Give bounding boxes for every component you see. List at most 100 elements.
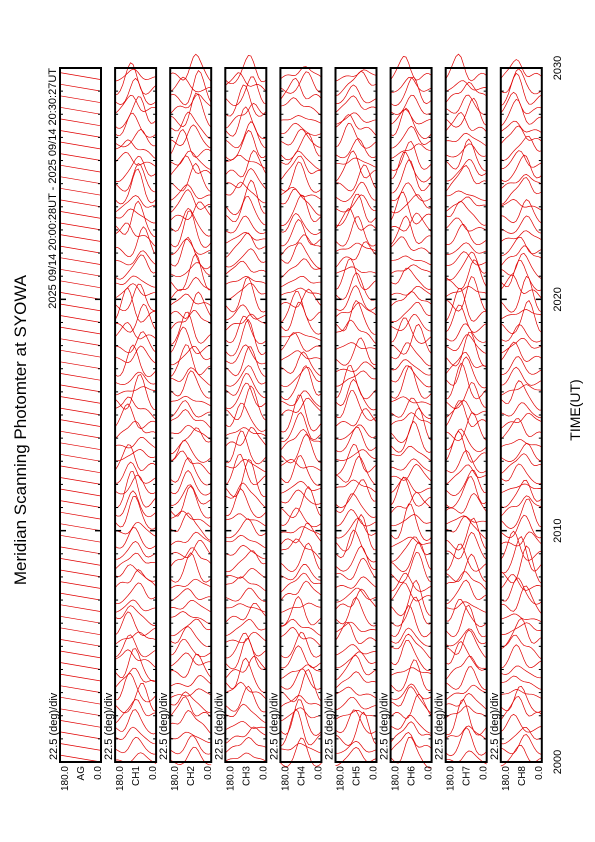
trace [390, 572, 432, 592]
trace [114, 200, 157, 238]
trace [445, 276, 487, 313]
trace [390, 397, 432, 419]
trace [500, 412, 542, 429]
trace [170, 688, 212, 699]
trace [59, 500, 102, 508]
trace [390, 541, 432, 573]
trace [170, 618, 212, 637]
channel-label: CH1 [131, 766, 142, 786]
trace [445, 352, 487, 375]
trace [114, 208, 157, 224]
trace [390, 683, 432, 700]
trace [114, 163, 157, 193]
trace [225, 430, 267, 465]
trace [500, 337, 542, 354]
trace [280, 743, 322, 754]
trace [390, 458, 432, 472]
trace [390, 731, 432, 752]
trace [170, 424, 212, 441]
trace [59, 257, 102, 265]
trace [500, 324, 542, 343]
trace [500, 402, 542, 419]
trace [445, 356, 487, 389]
trace [169, 276, 212, 300]
channel-label: CH4 [296, 766, 307, 786]
trace [500, 59, 543, 79]
trace [335, 150, 377, 182]
trace [390, 301, 432, 323]
trace [225, 576, 267, 592]
trace [500, 453, 542, 474]
trace [445, 81, 487, 104]
trace [59, 222, 102, 231]
trace [170, 484, 212, 506]
trace [445, 698, 487, 736]
trace [225, 150, 267, 178]
trace [225, 737, 267, 754]
trace [225, 568, 267, 579]
trace [280, 538, 322, 561]
trace [115, 155, 157, 183]
trace [445, 492, 487, 514]
trace [59, 754, 102, 763]
trace [169, 326, 212, 354]
trace [225, 685, 267, 713]
trace [114, 709, 157, 735]
trace [390, 285, 432, 296]
trace [500, 514, 542, 539]
trace [500, 613, 542, 623]
trace [335, 285, 377, 311]
trace [59, 430, 102, 439]
trace [445, 428, 487, 453]
trace [280, 150, 322, 171]
trace [225, 248, 267, 268]
trace [500, 230, 542, 242]
trace [500, 199, 542, 211]
trace [500, 665, 542, 679]
trace [445, 159, 487, 182]
trace [169, 253, 212, 292]
trace [445, 531, 487, 561]
trace [390, 407, 432, 443]
trace [335, 443, 377, 475]
trace [500, 617, 543, 650]
trace [335, 424, 377, 440]
trace [225, 276, 267, 285]
y-top-label: 180.0 [225, 766, 236, 791]
trace [169, 207, 212, 237]
trace [114, 222, 157, 248]
trace [225, 657, 267, 693]
trace [500, 675, 542, 690]
trace [225, 276, 267, 313]
trace [390, 109, 432, 125]
y-top-label: 180.0 [60, 766, 71, 791]
trace [170, 400, 212, 418]
trace [390, 514, 432, 527]
trace [280, 275, 322, 288]
trace [114, 698, 157, 724]
trace [445, 165, 487, 192]
trace [500, 366, 542, 386]
trace [390, 366, 432, 399]
trace [115, 521, 157, 537]
trace [445, 382, 487, 409]
trace [500, 463, 542, 485]
trace [280, 602, 322, 613]
trace [114, 564, 157, 582]
trace [170, 653, 212, 679]
trace [445, 601, 487, 613]
panel-frame [499, 67, 543, 763]
trace [280, 115, 322, 124]
trace [59, 442, 102, 451]
trace [115, 672, 157, 703]
trace [59, 245, 102, 254]
trace [114, 94, 157, 114]
trace [500, 177, 542, 205]
trace [225, 167, 267, 190]
trace [445, 629, 487, 659]
trace [280, 595, 322, 627]
trace [445, 138, 487, 172]
trace [280, 350, 322, 361]
trace [280, 219, 322, 247]
trace [115, 68, 157, 82]
